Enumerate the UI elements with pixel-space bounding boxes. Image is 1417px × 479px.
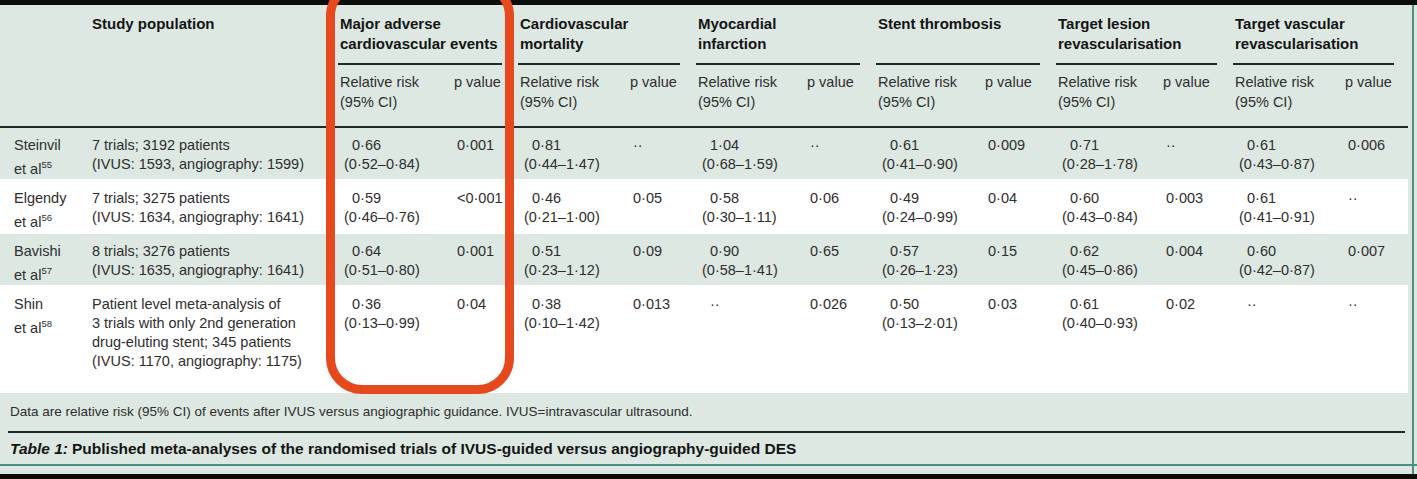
p-value-cell: 0·001 xyxy=(450,127,516,180)
p-value-cell: 0·001 xyxy=(450,233,516,286)
population-cell: 7 trials; 3275 patients (IVUS: 1634, ang… xyxy=(88,180,336,233)
study-cell: Elgendy et al56 xyxy=(0,180,88,233)
subheader-p-value: p value xyxy=(626,65,694,127)
rr-cell: 0·51(0·23–1·12) xyxy=(516,233,626,286)
rr-cell: 0·50(0·13–2·01) xyxy=(874,286,981,392)
subheader-relative-risk: Relative risk (95% CI) xyxy=(516,65,626,127)
p-value-cell: 0·003 xyxy=(1159,180,1231,233)
p-value-cell: 0·09 xyxy=(626,233,694,286)
p-value-cell: 0·009 xyxy=(981,127,1054,180)
rr-cell: ·· xyxy=(694,286,803,392)
rr-cell: 0·61(0·43–0·87) xyxy=(1231,127,1341,180)
population-cell: Patient level meta-analysis of 3 trials … xyxy=(88,286,336,392)
rr-cell: 0·62(0·45–0·86) xyxy=(1054,233,1159,286)
p-value-cell: ·· xyxy=(803,127,874,180)
p-value-cell: 0·03 xyxy=(981,286,1054,392)
p-value-cell: ·· xyxy=(1341,286,1408,392)
col-header-study-population: Study population xyxy=(88,5,336,65)
table-row-steinvil: Steinvil et al55 7 trials; 3192 patients… xyxy=(0,127,1408,180)
rr-cell: 0·66(0·52–0·84) xyxy=(336,127,450,180)
table-row-shin: Shin et al58 Patient level meta-analysis… xyxy=(0,286,1408,392)
col-header-mace: Major adverse cardiovascular events xyxy=(336,5,516,65)
p-value-cell: 0·02 xyxy=(1159,286,1231,392)
study-cell: Bavishi et al57 xyxy=(0,233,88,286)
subheader-p-value: p value xyxy=(1159,65,1231,127)
p-value-cell: 0·007 xyxy=(1341,233,1408,286)
reference-superscript: 56 xyxy=(41,212,52,223)
p-value-cell: 0·05 xyxy=(626,180,694,233)
rr-cell: 0·61(0·40–0·93) xyxy=(1054,286,1159,392)
rr-cell: 0·90(0·58–1·41) xyxy=(694,233,803,286)
rr-cell: 0·60(0·43–0·84) xyxy=(1054,180,1159,233)
rr-cell: 0·36(0·13–0·99) xyxy=(336,286,450,392)
col-header-mi: Myocardial infarction xyxy=(694,5,874,65)
subheader-relative-risk: Relative risk (95% CI) xyxy=(874,65,981,127)
bottom-teal-rule xyxy=(0,464,1417,466)
table-row-elgendy: Elgendy et al56 7 trials; 3275 patients … xyxy=(0,180,1408,233)
subheader-p-value: p value xyxy=(450,65,516,127)
rr-cell: 0·61(0·41–0·91) xyxy=(1231,180,1341,233)
col-header-cv-mortality: Cardiovascular mortality xyxy=(516,5,694,65)
bottom-border-edge xyxy=(0,474,1417,479)
table-caption: Table 1:Published meta-analyses of the r… xyxy=(0,433,1417,458)
rr-cell: 0·64(0·51–0·80) xyxy=(336,233,450,286)
empty-cell xyxy=(0,65,88,127)
p-value-cell: ·· xyxy=(626,127,694,180)
col-header-tvr: Target vascular revascularisation xyxy=(1231,5,1408,65)
rr-cell: 0·49(0·24–0·99) xyxy=(874,180,981,233)
rr-cell: 0·71(0·28–1·78) xyxy=(1054,127,1159,180)
p-value-cell: 0·04 xyxy=(981,180,1054,233)
reference-superscript: 57 xyxy=(41,265,52,276)
p-value-cell: 0·026 xyxy=(803,286,874,392)
rr-cell: 0·60(0·42–0·87) xyxy=(1231,233,1341,286)
table-caption-text: Published meta-analyses of the randomise… xyxy=(72,440,796,457)
rr-cell: 0·57(0·26–1·23) xyxy=(874,233,981,286)
p-value-cell: ·· xyxy=(1341,180,1408,233)
paper-table-figure: { "colors": { "background_green": "#dce8… xyxy=(0,0,1417,479)
p-value-cell: 0·15 xyxy=(981,233,1054,286)
header-row-subheaders: Relative risk (95% CI) p value Relative … xyxy=(0,65,1408,127)
rr-cell: 0·38(0·10–1·42) xyxy=(516,286,626,392)
meta-analyses-table: Study population Major adverse cardiovas… xyxy=(0,5,1408,393)
subheader-p-value: p value xyxy=(803,65,874,127)
p-value-cell: 0·004 xyxy=(1159,233,1231,286)
right-frame-line xyxy=(1412,5,1414,474)
population-cell: 7 trials; 3192 patients (IVUS: 1593, ang… xyxy=(88,127,336,180)
col-header-tlr: Target lesion revascularisation xyxy=(1054,5,1231,65)
p-value-cell: 0·06 xyxy=(803,180,874,233)
p-value-cell: 0·65 xyxy=(803,233,874,286)
table-row-bavishi: Bavishi et al57 8 trials; 3276 patients … xyxy=(0,233,1408,286)
header-row-groups: Study population Major adverse cardiovas… xyxy=(0,5,1408,65)
rr-cell: 0·81(0·44–1·47) xyxy=(516,127,626,180)
subheader-relative-risk: Relative risk (95% CI) xyxy=(1231,65,1341,127)
rr-cell: 0·58(0·30–1·11) xyxy=(694,180,803,233)
subheader-p-value: p value xyxy=(1341,65,1408,127)
corner-cell xyxy=(0,5,88,65)
p-value-cell: ·· xyxy=(1159,127,1231,180)
subheader-p-value: p value xyxy=(981,65,1054,127)
rr-cell: 0·59(0·46–0·76) xyxy=(336,180,450,233)
subheader-relative-risk: Relative risk (95% CI) xyxy=(1054,65,1159,127)
rr-cell: 0·46(0·21–1·00) xyxy=(516,180,626,233)
reference-superscript: 58 xyxy=(41,318,52,329)
study-cell: Shin et al58 xyxy=(0,286,88,392)
table-footnote: Data are relative risk (95% CI) of event… xyxy=(0,393,1417,421)
rr-cell: 1·04(0·68–1·59) xyxy=(694,127,803,180)
empty-cell xyxy=(88,65,336,127)
p-value-cell: 0·006 xyxy=(1341,127,1408,180)
p-value-cell: <0·001 xyxy=(450,180,516,233)
table-caption-label: Table 1: xyxy=(10,440,68,457)
p-value-cell: 0·04 xyxy=(450,286,516,392)
subheader-relative-risk: Relative risk (95% CI) xyxy=(694,65,803,127)
p-value-cell: 0·013 xyxy=(626,286,694,392)
rr-cell: 0·61(0·41–0·90) xyxy=(874,127,981,180)
reference-superscript: 55 xyxy=(41,159,52,170)
rr-cell: ·· xyxy=(1231,286,1341,392)
population-cell: 8 trials; 3276 patients (IVUS: 1635, ang… xyxy=(88,233,336,286)
top-border-edge xyxy=(0,0,1417,5)
col-header-stent-thrombosis: Stent thrombosis xyxy=(874,5,1054,65)
study-cell: Steinvil et al55 xyxy=(0,127,88,180)
subheader-relative-risk: Relative risk (95% CI) xyxy=(336,65,450,127)
